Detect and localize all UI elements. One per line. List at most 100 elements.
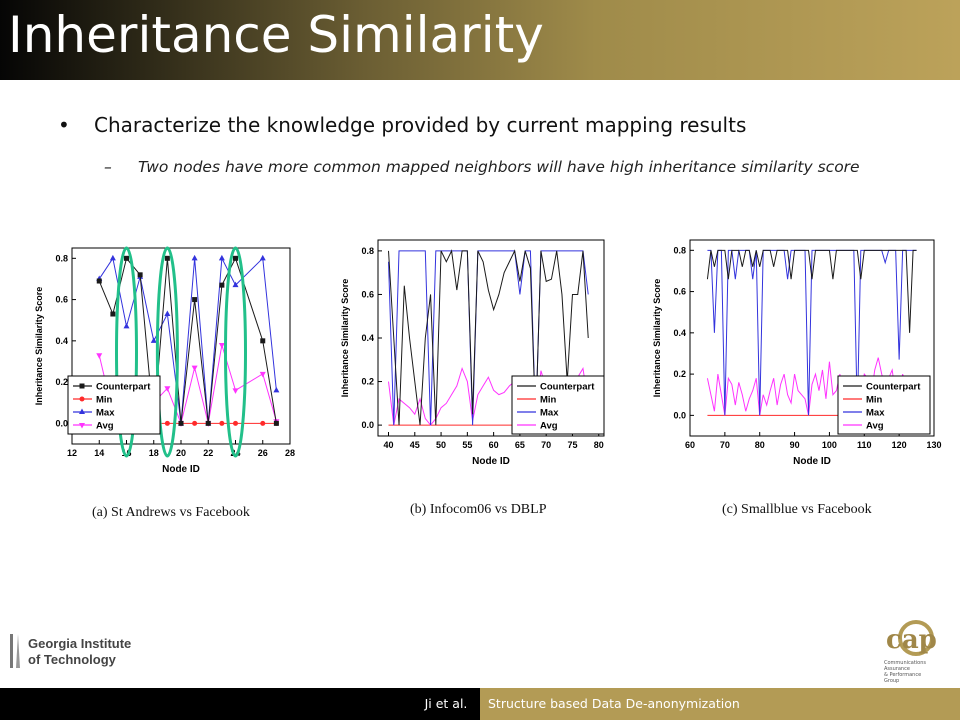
cap-group-logo: cap Communications Assurance & Performan… xyxy=(884,620,937,684)
legend-label-min: Min xyxy=(866,395,883,406)
y-axis-label: Inheritance Similarity Score xyxy=(34,287,44,406)
x-tick-label: 28 xyxy=(285,448,295,458)
x-tick-label: 22 xyxy=(203,448,213,458)
legend-marker xyxy=(79,383,85,389)
logo-right-sub1: Communications xyxy=(884,660,926,666)
marker-counterpart xyxy=(137,272,143,278)
marker-max xyxy=(191,254,198,261)
y-tick-label: 0.2 xyxy=(673,369,686,379)
y-tick-label: 0.0 xyxy=(55,418,68,428)
marker-counterpart xyxy=(205,420,211,426)
series-line-max xyxy=(388,250,589,426)
marker-avg xyxy=(96,353,103,359)
legend-marker xyxy=(79,408,85,414)
x-tick-label: 130 xyxy=(926,440,941,450)
caption-b: (b) Infocom06 vs DBLP xyxy=(410,502,547,517)
marker-avg xyxy=(232,388,239,394)
legend-marker xyxy=(79,423,85,429)
marker-max xyxy=(164,310,171,317)
x-tick-label: 20 xyxy=(176,448,186,458)
x-tick-label: 60 xyxy=(489,440,499,450)
bullet-dot-icon: • xyxy=(58,113,70,137)
marker-max xyxy=(150,337,157,343)
x-axis-label: Node ID xyxy=(162,464,200,475)
legend-label-avg: Avg xyxy=(96,421,114,432)
marker-counterpart xyxy=(164,255,170,261)
marker-counterpart xyxy=(219,282,225,288)
marker-min xyxy=(219,420,225,426)
legend-label-max: Max xyxy=(866,408,885,419)
legend-label-min: Min xyxy=(96,395,113,406)
marker-counterpart xyxy=(192,297,198,303)
x-axis-label: Node ID xyxy=(472,456,510,467)
chart-st-andrews-vs-facebook: 12 14 16 18 20 22 24 26 28 0.0 0.2 0.4 0.6 0.8 Node ID… xyxy=(34,246,295,475)
sub-bullet-dash: – xyxy=(104,158,112,176)
legend-label-counterpart: Counterpart xyxy=(866,382,921,393)
x-tick-label: 75 xyxy=(567,440,577,450)
x-tick-label: 18 xyxy=(149,448,159,458)
x-tick-label: 16 xyxy=(121,448,131,458)
bullet-text: Characterize the knowledge provided by c… xyxy=(94,113,747,137)
marker-counterpart xyxy=(110,311,116,317)
legend-label-min: Min xyxy=(540,395,557,406)
legend-marker xyxy=(79,396,85,402)
marker-counterpart xyxy=(233,255,238,261)
marker-counterpart xyxy=(96,278,102,284)
y-tick-label: 0.8 xyxy=(673,245,686,255)
footer-topic: Structure based Data De-anonymization xyxy=(480,688,960,720)
y-tick-label: 0.4 xyxy=(673,328,686,338)
highlight-ellipse xyxy=(224,246,247,458)
marker-counterpart xyxy=(273,420,279,426)
series-line-avg xyxy=(706,357,918,416)
y-axis-label: Inheritance Similarity Score xyxy=(340,279,350,398)
legend-label-max: Max xyxy=(96,408,115,419)
y-tick-label: 0.6 xyxy=(55,295,68,305)
x-axis-label: Node ID xyxy=(793,456,831,467)
series-line-counterpart xyxy=(706,249,917,333)
y-tick-label: 0.4 xyxy=(55,336,68,346)
logo-right-sub3: & Performance xyxy=(884,672,921,678)
marker-max xyxy=(232,281,239,288)
marker-max xyxy=(109,254,116,261)
marker-max xyxy=(218,254,225,261)
x-tick-label: 90 xyxy=(790,440,800,450)
marker-min xyxy=(164,420,170,426)
marker-min xyxy=(233,420,238,426)
logo-right-sub2: Assurance xyxy=(884,666,910,672)
georgia-tech-logo: Georgia Institute of Technology xyxy=(10,634,131,668)
marker-avg xyxy=(164,386,171,392)
marker-counterpart xyxy=(178,420,184,426)
logo-left-line1: Georgia Institute xyxy=(28,636,131,651)
title-bar xyxy=(0,0,960,80)
legend-label-max: Max xyxy=(540,408,559,419)
marker-avg xyxy=(218,342,225,349)
highlight-ellipse xyxy=(115,246,138,458)
x-tick-label: 55 xyxy=(462,440,472,450)
logo-right-sub4: Group xyxy=(884,678,899,684)
x-tick-label: 80 xyxy=(755,440,765,450)
x-tick-label: 65 xyxy=(515,440,525,450)
marker-min xyxy=(192,420,198,426)
x-tick-label: 50 xyxy=(436,440,446,450)
marker-counterpart xyxy=(124,255,129,261)
legend-label-avg: Avg xyxy=(866,421,884,432)
marker-max xyxy=(259,254,266,261)
marker-counterpart xyxy=(260,338,266,344)
legend-label-counterpart: Counterpart xyxy=(96,382,151,393)
x-tick-label: 70 xyxy=(541,440,551,450)
x-tick-label: 60 xyxy=(685,440,695,450)
slide-title: Inheritance Similarity xyxy=(8,6,544,64)
highlight-ellipse xyxy=(155,246,179,458)
y-axis-label: Inheritance Similarity Score xyxy=(652,279,662,398)
y-tick-label: 0.2 xyxy=(361,377,374,387)
marker-max xyxy=(123,322,130,329)
y-tick-label: 0.4 xyxy=(361,333,374,343)
marker-min xyxy=(260,420,266,426)
x-tick-label: 70 xyxy=(720,440,730,450)
caption-a: (a) St Andrews vs Facebook xyxy=(92,505,250,520)
marker-avg xyxy=(191,365,198,372)
x-tick-label: 120 xyxy=(892,440,907,450)
x-tick-label: 24 xyxy=(230,448,240,458)
y-tick-label: 0.0 xyxy=(361,420,374,430)
y-tick-label: 0.8 xyxy=(55,253,68,263)
